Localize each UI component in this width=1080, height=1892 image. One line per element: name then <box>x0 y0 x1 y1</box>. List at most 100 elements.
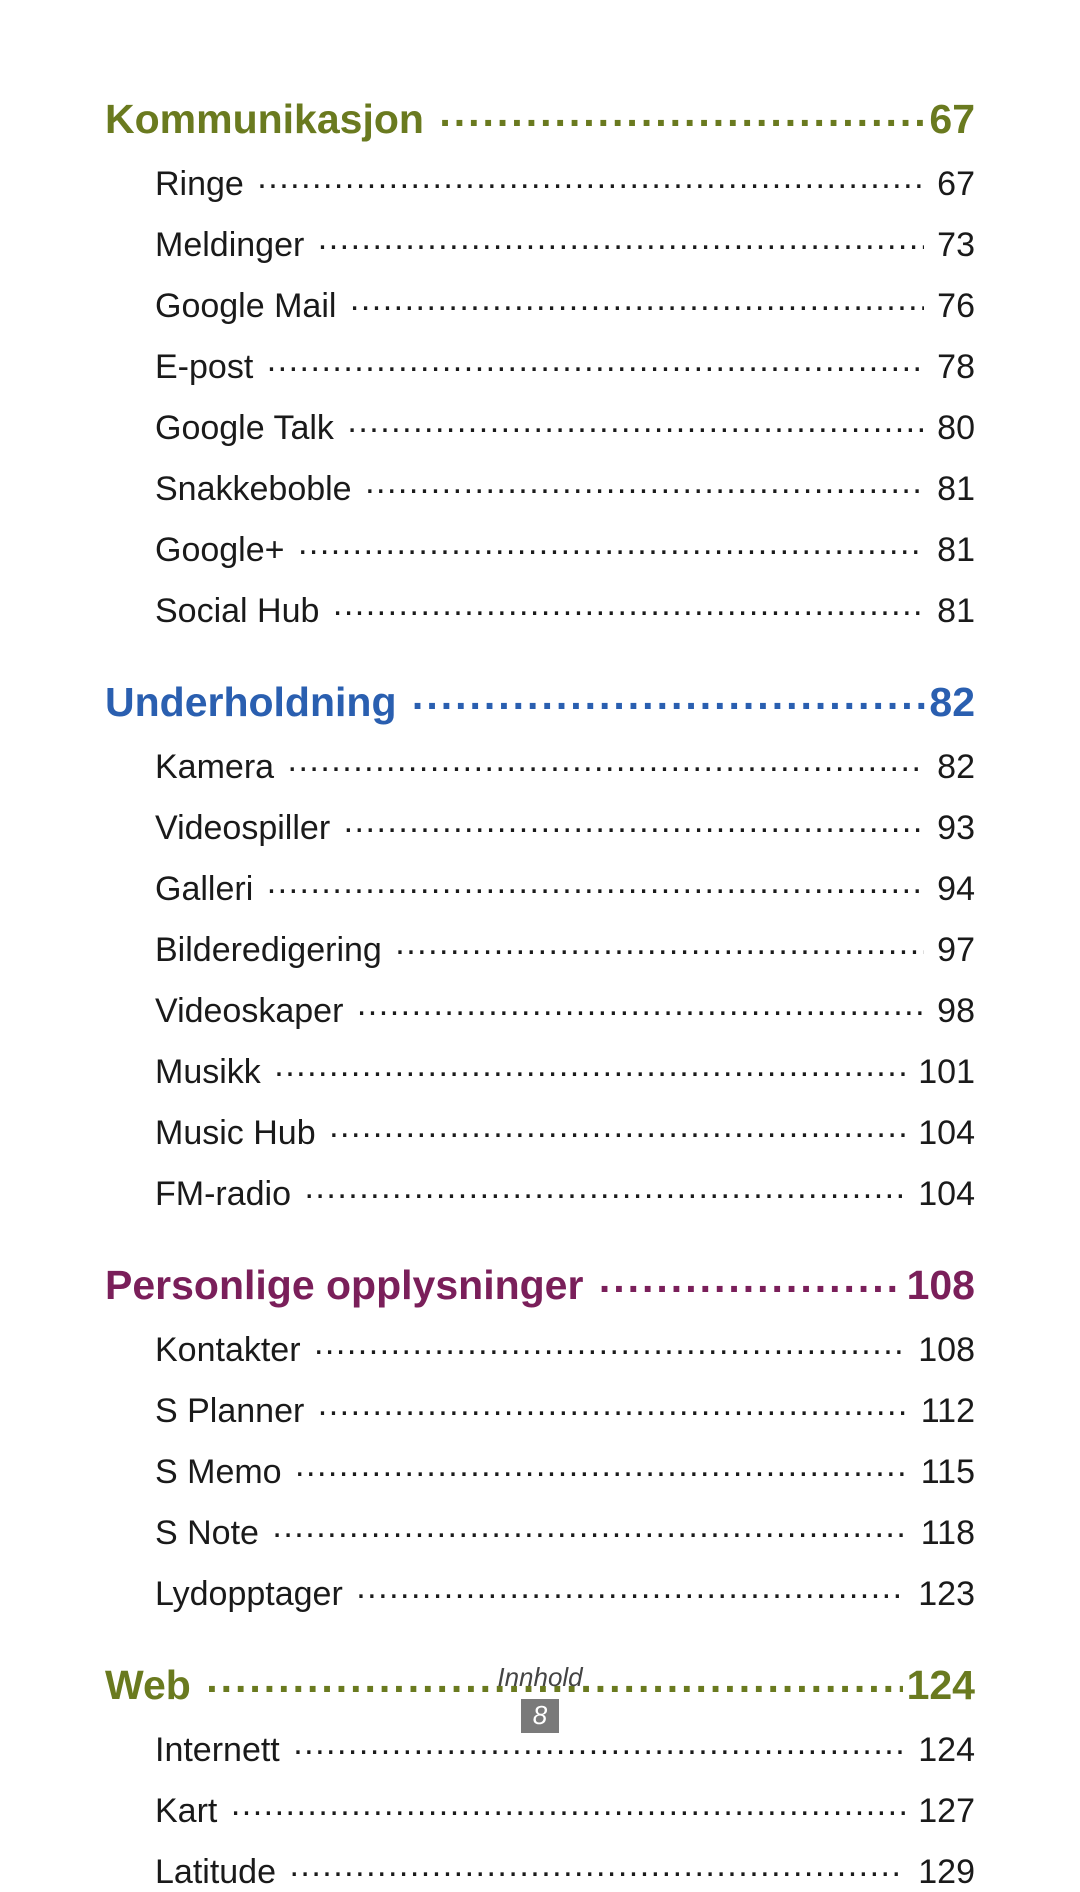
toc-entry[interactable]: Kart 127 <box>155 1788 975 1831</box>
toc-entry[interactable]: Snakkeboble 81 <box>155 466 975 509</box>
entry-title: Videoskaper <box>155 992 343 1031</box>
dot-leader <box>395 927 923 961</box>
dot-leader <box>599 1258 903 1299</box>
entry-title: S Planner <box>155 1392 304 1431</box>
dot-leader <box>272 1510 907 1544</box>
section-title: Personlige opplysninger <box>105 1262 583 1309</box>
entry-title: FM-radio <box>155 1175 291 1214</box>
section-page-number: 67 <box>929 96 975 143</box>
section-heading[interactable]: Personlige opplysninger 108 <box>105 1258 975 1309</box>
toc-entry[interactable]: Kamera 82 <box>155 744 975 787</box>
toc-entry[interactable]: Meldinger 73 <box>155 222 975 265</box>
section-title: Kommunikasjon <box>105 96 424 143</box>
section-page-number: 82 <box>929 679 975 726</box>
entry-title: Google+ <box>155 531 285 570</box>
entry-page-number: 97 <box>937 931 975 970</box>
dot-leader <box>267 866 924 900</box>
dot-leader <box>295 1449 907 1483</box>
entry-page-number: 81 <box>937 531 975 570</box>
entry-page-number: 94 <box>937 870 975 909</box>
entry-title: Google Talk <box>155 409 334 448</box>
section-title: Underholdning <box>105 679 397 726</box>
dot-leader <box>314 1327 905 1361</box>
entry-page-number: 78 <box>937 348 975 387</box>
entry-title: Meldinger <box>155 226 304 265</box>
entry-title: Social Hub <box>155 592 319 631</box>
dot-leader <box>257 161 923 195</box>
toc-entry[interactable]: Lydopptager 123 <box>155 1571 975 1614</box>
entry-title: Latitude <box>155 1853 276 1892</box>
dot-leader <box>356 1571 905 1605</box>
entry-title: Kontakter <box>155 1331 301 1370</box>
entry-title: Ringe <box>155 165 244 204</box>
toc-entry[interactable]: Google+ 81 <box>155 527 975 570</box>
toc-entry[interactable]: Videoskaper 98 <box>155 988 975 1031</box>
dot-leader <box>318 222 924 256</box>
toc-entry[interactable]: Social Hub 81 <box>155 588 975 631</box>
dot-leader <box>298 527 924 561</box>
toc-entry[interactable]: Galleri 94 <box>155 866 975 909</box>
toc-entry[interactable]: E-post 78 <box>155 344 975 387</box>
toc-section: Personlige opplysninger 108 Kontakter 108… <box>105 1258 975 1614</box>
toc-page: Kommunikasjon 67Ringe 67Meldinger 73Goog… <box>0 0 1080 1771</box>
page-footer: Innhold 8 <box>0 1662 1080 1734</box>
toc-entry[interactable]: Bilderedigering 97 <box>155 927 975 970</box>
entry-page-number: 67 <box>937 165 975 204</box>
entry-page-number: 76 <box>937 287 975 326</box>
toc-entry[interactable]: FM-radio 104 <box>155 1171 975 1214</box>
toc-entry[interactable]: Google Talk 80 <box>155 405 975 448</box>
toc-entry[interactable]: Ringe 67 <box>155 161 975 204</box>
entry-page-number: 118 <box>921 1514 975 1553</box>
dot-leader <box>350 283 924 317</box>
entry-title: Musikk <box>155 1053 261 1092</box>
toc-entry[interactable]: Kontakter 108 <box>155 1327 975 1370</box>
entry-title: E-post <box>155 348 253 387</box>
footer-page-number: 8 <box>521 1699 559 1734</box>
entry-page-number: 82 <box>937 748 975 787</box>
entry-page-number: 98 <box>937 992 975 1031</box>
entry-page-number: 93 <box>937 809 975 848</box>
dot-leader <box>365 466 924 500</box>
entry-page-number: 104 <box>918 1175 975 1214</box>
dot-leader <box>439 92 925 133</box>
entry-title: S Note <box>155 1514 259 1553</box>
dot-leader <box>412 675 925 716</box>
dot-leader <box>344 805 924 839</box>
toc-entry[interactable]: Music Hub 104 <box>155 1110 975 1153</box>
entry-page-number: 81 <box>937 592 975 631</box>
dot-leader <box>288 744 924 778</box>
toc-section: Kommunikasjon 67Ringe 67Meldinger 73Goog… <box>105 92 975 631</box>
entry-page-number: 80 <box>937 409 975 448</box>
toc-entry[interactable]: S Note 118 <box>155 1510 975 1553</box>
toc-sections: Kommunikasjon 67Ringe 67Meldinger 73Goog… <box>105 92 975 1892</box>
entry-page-number: 81 <box>937 470 975 509</box>
entry-page-number: 115 <box>921 1453 975 1492</box>
toc-entry[interactable]: Google Mail 76 <box>155 283 975 326</box>
section-heading[interactable]: Underholdning 82 <box>105 675 975 726</box>
dot-leader <box>347 405 923 439</box>
dot-leader <box>357 988 924 1022</box>
section-page-number: 108 <box>907 1262 975 1309</box>
entry-title: Lydopptager <box>155 1575 343 1614</box>
entry-page-number: 124 <box>918 1731 975 1770</box>
toc-entry[interactable]: Musikk 101 <box>155 1049 975 1092</box>
entry-title: Music Hub <box>155 1114 316 1153</box>
dot-leader <box>318 1388 908 1422</box>
toc-entry[interactable]: Videospiller 93 <box>155 805 975 848</box>
entry-title: Google Mail <box>155 287 336 326</box>
toc-section: Underholdning 82Kamera 82Videospiller 93… <box>105 675 975 1214</box>
entry-page-number: 104 <box>918 1114 975 1153</box>
toc-entry[interactable]: S Planner 112 <box>155 1388 975 1431</box>
dot-leader <box>304 1171 904 1205</box>
entry-page-number: 127 <box>918 1792 975 1831</box>
entry-page-number: 123 <box>918 1575 975 1614</box>
entry-page-number: 101 <box>918 1053 975 1092</box>
toc-entry[interactable]: Internett 124 <box>155 1727 975 1770</box>
entry-title: S Memo <box>155 1453 282 1492</box>
entry-title: Kart <box>155 1792 217 1831</box>
toc-entry[interactable]: Latitude 129 <box>155 1849 975 1892</box>
entry-title: Bilderedigering <box>155 931 382 970</box>
toc-entry[interactable]: S Memo 115 <box>155 1449 975 1492</box>
section-heading[interactable]: Kommunikasjon 67 <box>105 92 975 143</box>
entry-page-number: 112 <box>921 1392 975 1431</box>
